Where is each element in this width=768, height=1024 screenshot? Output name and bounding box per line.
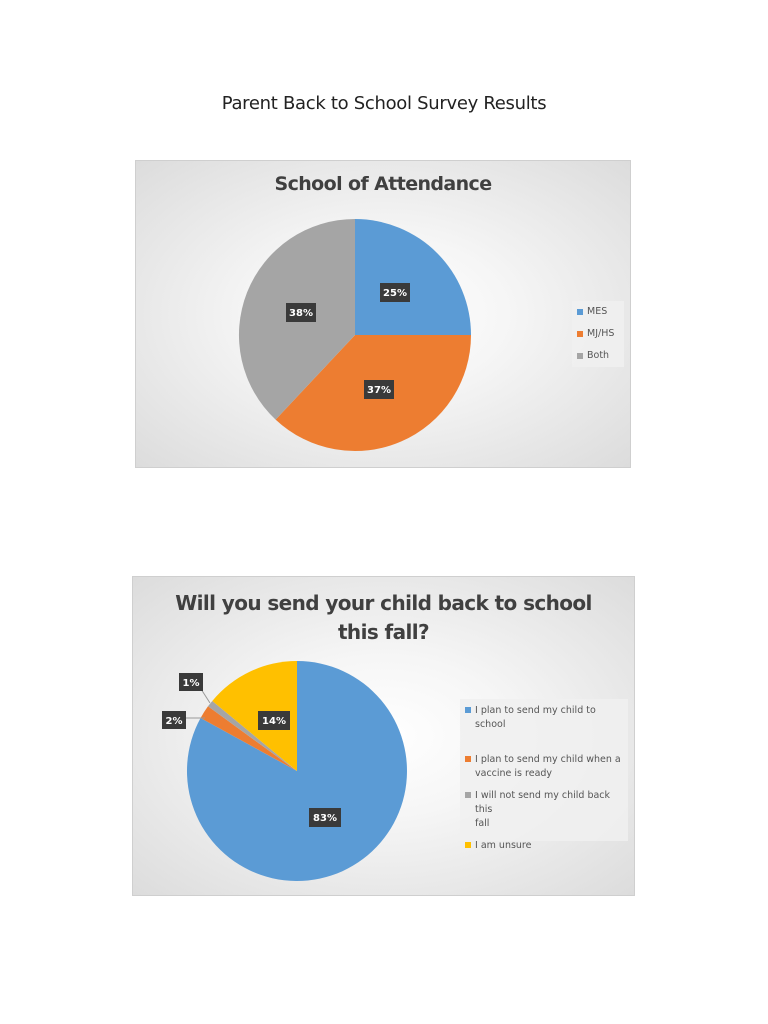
chart-legend: I plan to send my child to school I plan… bbox=[460, 699, 628, 851]
svg-text:1%: 1% bbox=[183, 678, 200, 689]
legend-swatch bbox=[577, 331, 583, 337]
legend-swatch bbox=[465, 756, 471, 762]
legend-swatch bbox=[577, 353, 583, 359]
data-label-plan: 83% bbox=[309, 808, 341, 827]
chart-title: School of Attendance bbox=[274, 173, 492, 195]
return-pie: 83% 2% 1% 14% bbox=[162, 661, 407, 881]
legend-swatch bbox=[577, 309, 583, 315]
svg-text:14%: 14% bbox=[262, 716, 286, 727]
legend-swatch bbox=[465, 707, 471, 713]
svg-text:83%: 83% bbox=[313, 813, 337, 824]
data-label-not: 1% bbox=[179, 673, 203, 691]
legend-item-both: Both bbox=[577, 350, 624, 372]
svg-text:25%: 25% bbox=[383, 288, 407, 299]
attendance-pie: 25% 37% 38% bbox=[238, 219, 471, 452]
legend-item-mes: MES bbox=[577, 306, 624, 328]
legend-item-plan: I plan to send my child to school bbox=[465, 704, 628, 732]
legend-swatch bbox=[465, 792, 471, 798]
legend-item-vaccine: I plan to send my child when a vaccine is… bbox=[465, 753, 628, 781]
legend-item-unsure: I am unsure bbox=[465, 839, 628, 853]
legend-item-mjhs: MJ/HS bbox=[577, 328, 624, 350]
data-label-mjhs: 37% bbox=[364, 380, 394, 399]
chart-legend: MES MJ/HS Both bbox=[572, 301, 624, 367]
pie-slice-mes bbox=[355, 219, 471, 335]
data-label-both: 38% bbox=[286, 303, 316, 322]
chart-title: Will you send your child back to school … bbox=[175, 591, 592, 644]
pie-slice-plan bbox=[186, 661, 407, 881]
data-label-mes: 25% bbox=[380, 283, 410, 302]
pie-slice-unsure bbox=[212, 661, 297, 771]
pie-slice-vaccine bbox=[200, 706, 297, 771]
attendance-chart: School of Attendance 25% 37% 38% MES MJ/… bbox=[135, 160, 631, 468]
legend-item-not: I will not send my child back this fall bbox=[465, 789, 628, 831]
svg-text:38%: 38% bbox=[289, 308, 313, 319]
pie-slice-not bbox=[208, 701, 297, 771]
svg-text:37%: 37% bbox=[367, 385, 391, 396]
page-title: Parent Back to School Survey Results bbox=[221, 93, 547, 114]
svg-text:2%: 2% bbox=[166, 716, 183, 727]
data-label-vaccine: 2% bbox=[162, 711, 186, 729]
leader-line-not bbox=[200, 688, 211, 704]
legend-swatch bbox=[465, 842, 471, 848]
data-label-unsure: 14% bbox=[258, 711, 290, 730]
return-to-school-chart: Will you send your child back to school … bbox=[132, 576, 635, 896]
